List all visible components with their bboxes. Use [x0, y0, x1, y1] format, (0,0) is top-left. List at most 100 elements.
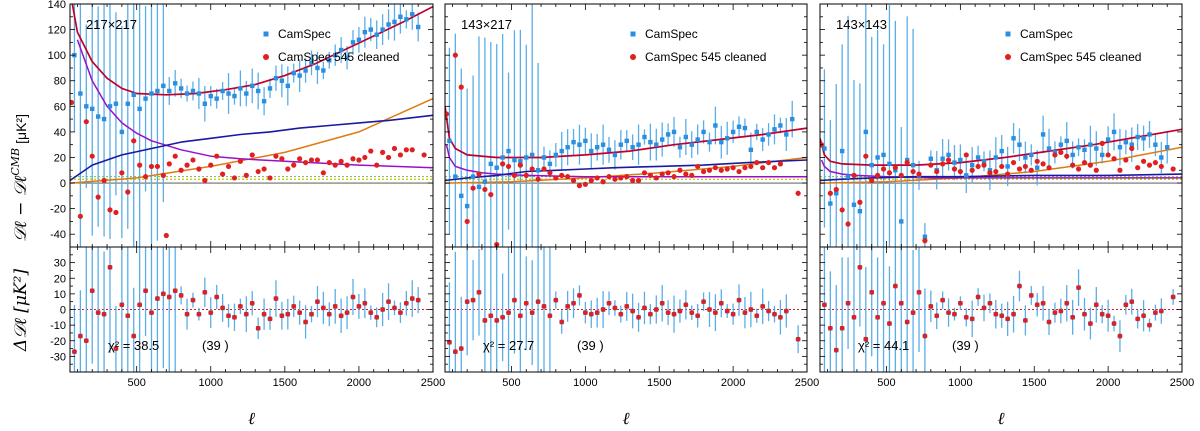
cleaned-point	[101, 177, 107, 184]
residual-cleaned-point	[718, 300, 724, 306]
x-tick-label: 2000	[1096, 377, 1120, 389]
camspec-point	[1165, 145, 1170, 150]
cleaned-point	[385, 154, 392, 161]
y-tick-label: 120	[48, 25, 66, 37]
camspec-point	[464, 203, 470, 209]
residual-cleaned-point	[695, 313, 701, 319]
residual-cleaned-point	[1058, 308, 1064, 314]
chi2-label: χ² = 27.7	[483, 338, 534, 353]
cleaned-point	[107, 207, 113, 213]
x-tick-label: 1000	[948, 377, 972, 389]
residual-cleaned-point	[940, 297, 946, 303]
cleaned-point	[482, 186, 488, 193]
camspec-point	[1123, 139, 1129, 145]
camspec-point	[380, 27, 385, 32]
cleaned-point	[464, 218, 470, 225]
residual-cleaned-point	[957, 300, 963, 306]
residual-cleaned-point	[529, 310, 535, 316]
camspec-point	[772, 127, 777, 132]
model-sz	[820, 146, 1182, 184]
residual-cleaned-point	[783, 308, 789, 314]
camspec-point	[392, 19, 397, 25]
residual-plot-area	[70, 247, 433, 372]
camspec-point	[654, 142, 659, 147]
camspec-point	[404, 17, 409, 22]
cleaned-point	[314, 157, 321, 163]
cleaned-point	[1070, 162, 1076, 168]
legend-camspec-label: CamSpec	[645, 27, 698, 41]
camspec-point	[315, 65, 320, 71]
camspec-point	[279, 78, 285, 83]
cleaned-point	[975, 163, 981, 170]
cleaned-point	[1028, 167, 1034, 173]
cleaned-point	[119, 170, 125, 176]
cleaned-point	[999, 163, 1005, 170]
residual-cleaned-point	[863, 336, 869, 342]
camspec-point	[107, 104, 113, 109]
cleaned-point	[730, 165, 736, 171]
camspec-point	[1011, 136, 1016, 141]
y-axis-title-top-units: [μK²]	[13, 114, 29, 144]
camspec-point	[356, 37, 362, 43]
cleaned-point	[368, 148, 374, 154]
camspec-point	[875, 155, 880, 160]
x-tick-label: 1500	[1022, 377, 1046, 389]
residual-cleaned-point	[309, 311, 314, 317]
residual-cleaned-point	[1153, 310, 1158, 316]
cleaned-point	[695, 163, 701, 170]
legend-cleaned-marker	[1005, 54, 1011, 60]
residual-cleaned-point	[101, 311, 107, 317]
residual-cleaned-point	[724, 308, 730, 314]
cleaned-point	[624, 174, 630, 180]
residual-cleaned-point	[1017, 283, 1022, 289]
model-point-sources	[820, 159, 1182, 179]
camspec-point	[167, 88, 172, 94]
x-axis-title: ℓ	[622, 409, 629, 429]
camspec-point	[125, 101, 130, 106]
cleaned-point	[1046, 165, 1052, 171]
camspec-point	[1141, 136, 1146, 141]
cleaned-point	[237, 158, 243, 164]
camspec-point	[845, 174, 851, 179]
residual-plot-area	[445, 247, 807, 372]
dof-label: (39 )	[202, 338, 229, 353]
camspec-point	[748, 147, 754, 152]
camspec-point	[208, 93, 213, 99]
residual-cleaned-point	[95, 310, 101, 316]
residual-cleaned-point	[214, 294, 220, 300]
cleaned-point	[934, 168, 940, 175]
legend-camspec-label: CamSpec	[278, 27, 331, 41]
cleaned-point	[1016, 166, 1023, 172]
cleaned-point	[945, 157, 952, 163]
residual-cleaned-point	[1158, 308, 1164, 314]
model-sz	[445, 156, 807, 184]
residual-cleaned-point	[184, 311, 190, 317]
cleaned-point	[671, 174, 677, 180]
cleaned-point	[910, 168, 916, 175]
cleaned-point	[547, 170, 553, 176]
camspec-point	[784, 132, 789, 137]
camspec-point	[689, 142, 694, 147]
camspec-point	[344, 55, 350, 60]
camspec-point	[1100, 152, 1105, 158]
cleaned-point	[70, 99, 75, 106]
camspec-point	[571, 139, 576, 145]
cleaned-point	[332, 162, 338, 168]
residual-cleaned-point	[237, 303, 243, 309]
camspec-point	[851, 202, 857, 207]
cleaned-point	[196, 166, 202, 172]
cleaned-point	[987, 170, 993, 176]
cleaned-point	[641, 170, 648, 176]
cleaned-point	[1010, 159, 1017, 166]
cleaned-point	[1105, 152, 1111, 158]
cleaned-point	[95, 194, 101, 200]
residual-cleaned-point	[83, 338, 89, 344]
residual-cleaned-point	[279, 313, 285, 319]
residual-cleaned-point	[125, 313, 131, 319]
residual-cleaned-point	[1052, 310, 1058, 316]
residual-cleaned-point	[315, 299, 320, 305]
residual-cleaned-point	[1147, 322, 1152, 328]
legend-cleaned-label: CamSpec 545 cleaned	[1020, 50, 1141, 64]
cleaned-point	[541, 166, 547, 172]
